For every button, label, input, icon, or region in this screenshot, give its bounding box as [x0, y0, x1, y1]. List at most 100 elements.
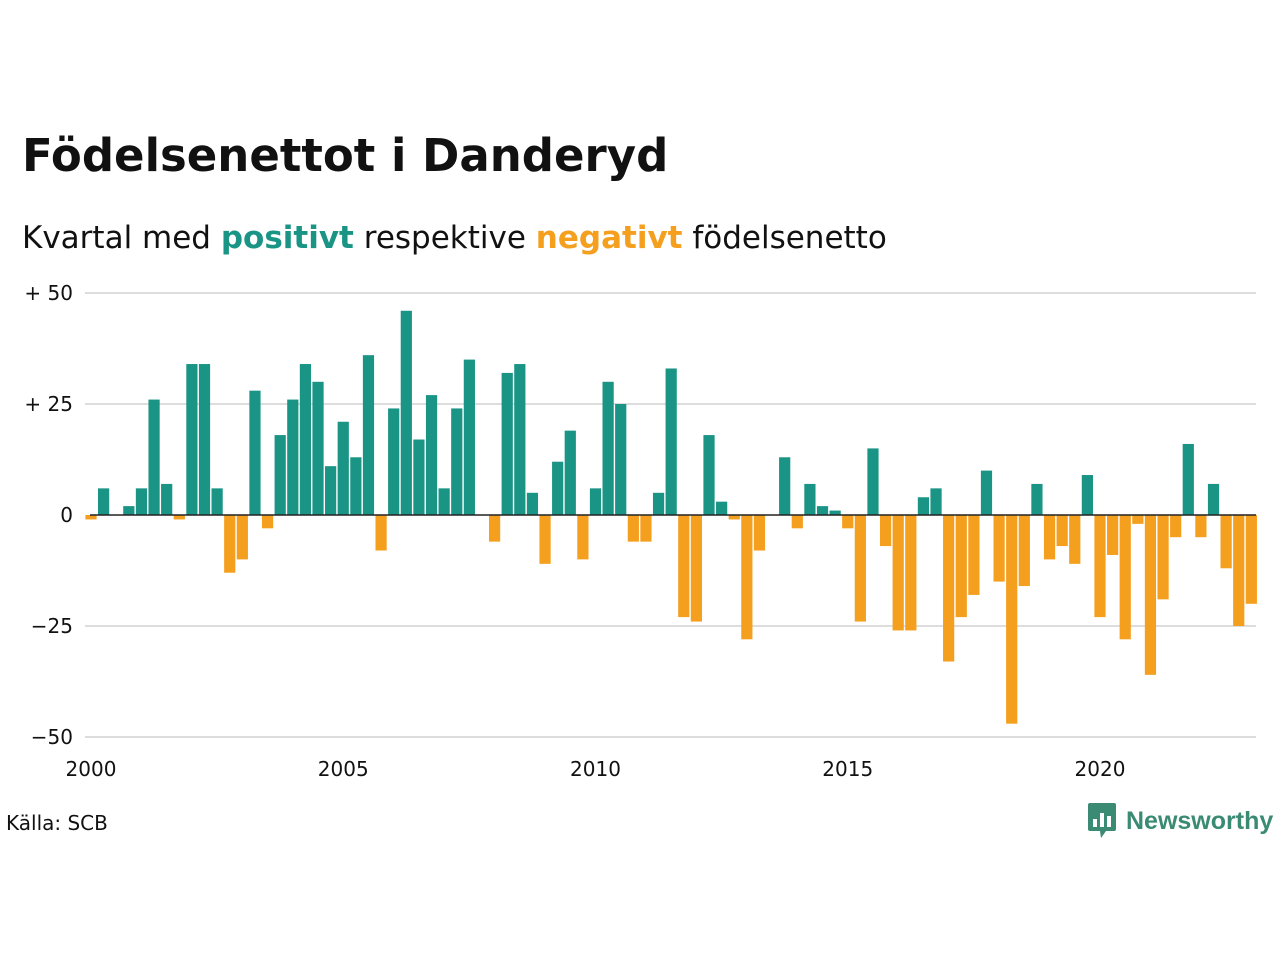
subtitle-suffix: födelsenetto [692, 220, 887, 256]
bar-positive [552, 461, 564, 515]
bar-negative [1043, 515, 1056, 560]
bar-negative [791, 515, 803, 529]
bar-positive [438, 488, 450, 515]
bar-positive [388, 408, 400, 515]
y-tick-label: −25 [31, 614, 73, 638]
bar-positive [274, 435, 286, 515]
bar-positive [779, 457, 791, 515]
bar-positive [816, 506, 829, 515]
bar-positive [665, 368, 677, 515]
bar-positive [716, 501, 728, 515]
bar-negative [753, 515, 766, 551]
bars [85, 310, 1257, 724]
bar-negative [1132, 515, 1144, 524]
bar-negative [1220, 515, 1232, 569]
subtitle-positive-word: positivt [220, 220, 354, 256]
bar-positive [514, 364, 526, 515]
y-tick-label: 0 [60, 503, 73, 527]
y-tick-label: + 25 [24, 392, 73, 416]
bar-positive [652, 492, 665, 515]
bar-positive [211, 488, 223, 515]
bar-positive [400, 310, 412, 515]
bar-positive [287, 399, 299, 515]
bar-positive [325, 466, 337, 515]
bar-positive [299, 364, 312, 515]
bar-negative [879, 515, 892, 547]
brand-logo: Newsworthy [1088, 803, 1273, 839]
source-note: Källa: SCB [6, 811, 108, 835]
bar-negative [678, 515, 690, 618]
x-tick-label: 2020 [1075, 757, 1126, 781]
bar-positive [463, 359, 475, 515]
bar-negative [690, 515, 702, 622]
bar-positive [1182, 443, 1194, 515]
bar-negative [1170, 515, 1182, 538]
bar-positive [148, 399, 160, 515]
bar-positive [501, 372, 513, 515]
bar-negative [1056, 515, 1068, 547]
bar-positive [602, 381, 614, 515]
bar-negative [488, 515, 501, 542]
bar-negative [1195, 515, 1207, 538]
bar-positive [413, 439, 425, 515]
bar-positive [337, 421, 349, 515]
bar-negative [640, 515, 652, 542]
bar-negative [892, 515, 904, 631]
bar-negative [173, 515, 185, 520]
bar-negative [993, 515, 1005, 582]
bar-positive [198, 364, 211, 515]
bar-negative [728, 515, 740, 520]
bar-negative [1119, 515, 1131, 640]
x-tick-label: 2005 [318, 757, 369, 781]
y-tick-label: −50 [31, 725, 73, 749]
bar-positive [615, 404, 627, 515]
bar-positive [980, 470, 993, 515]
bar-negative [224, 515, 236, 573]
bar-negative [955, 515, 967, 618]
subtitle-middle: respektive [363, 220, 526, 256]
y-axis-tick-labels: + 50 + 25 0 −25 −50 [24, 281, 73, 749]
bar-positive [526, 492, 539, 515]
bar-positive [362, 355, 375, 515]
x-tick-label: 2010 [570, 757, 621, 781]
bar-positive [1031, 483, 1043, 515]
bar-negative [1006, 515, 1018, 724]
bar-negative [741, 515, 753, 640]
bar-negative [905, 515, 917, 631]
bar-negative [627, 515, 639, 542]
subtitle-negative-word: negativt [535, 220, 683, 256]
bar-negative [85, 515, 97, 520]
newsworthy-logo-icon [1088, 803, 1116, 838]
bar-positive [98, 488, 110, 515]
bar-positive [312, 381, 324, 515]
y-tick-label: + 50 [24, 281, 73, 305]
bar-negative [943, 515, 955, 662]
bar-positive [135, 488, 148, 515]
bar-negative [236, 515, 248, 560]
subtitle-prefix: Kvartal med [22, 220, 211, 256]
bar-negative [854, 515, 866, 622]
bar-positive [589, 488, 602, 515]
x-axis-tick-labels: 2000 2005 2010 2015 2020 [66, 757, 1126, 781]
bar-positive [1207, 483, 1220, 515]
bar-negative [375, 515, 387, 551]
bar-positive [867, 448, 879, 515]
bar-negative [261, 515, 274, 529]
brand-name: Newsworthy [1126, 806, 1274, 835]
bar-negative [1157, 515, 1169, 600]
bar-negative [1107, 515, 1119, 555]
bar-negative [1245, 515, 1257, 604]
x-tick-label: 2000 [66, 757, 117, 781]
chart-title: Födelsenettot i Danderyd [22, 129, 669, 182]
bar-negative [539, 515, 551, 564]
bar-negative [1094, 515, 1106, 618]
bar-negative [1144, 515, 1157, 675]
bar-positive [917, 497, 930, 515]
x-tick-label: 2015 [822, 757, 873, 781]
bar-negative [842, 515, 854, 529]
bar-positive [161, 483, 173, 515]
bar-positive [1081, 475, 1093, 515]
bar-negative [1069, 515, 1081, 564]
bar-positive [249, 390, 261, 515]
